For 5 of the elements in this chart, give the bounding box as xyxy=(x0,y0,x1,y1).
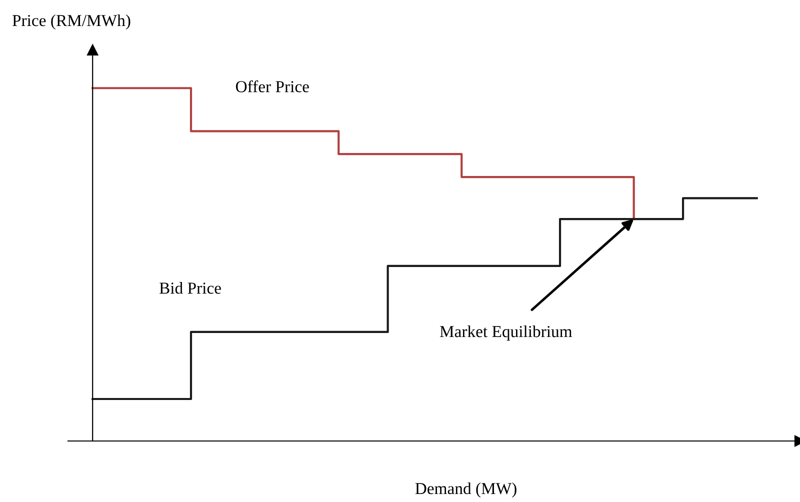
x-axis-title: Demand (MW) xyxy=(415,482,516,498)
text: Bid Price xyxy=(160,282,221,294)
annotation: Market Equilibrium xyxy=(440,325,572,341)
y-axis-title: Price (RM/MWh) xyxy=(12,14,130,30)
text: Offer Price xyxy=(236,80,309,92)
